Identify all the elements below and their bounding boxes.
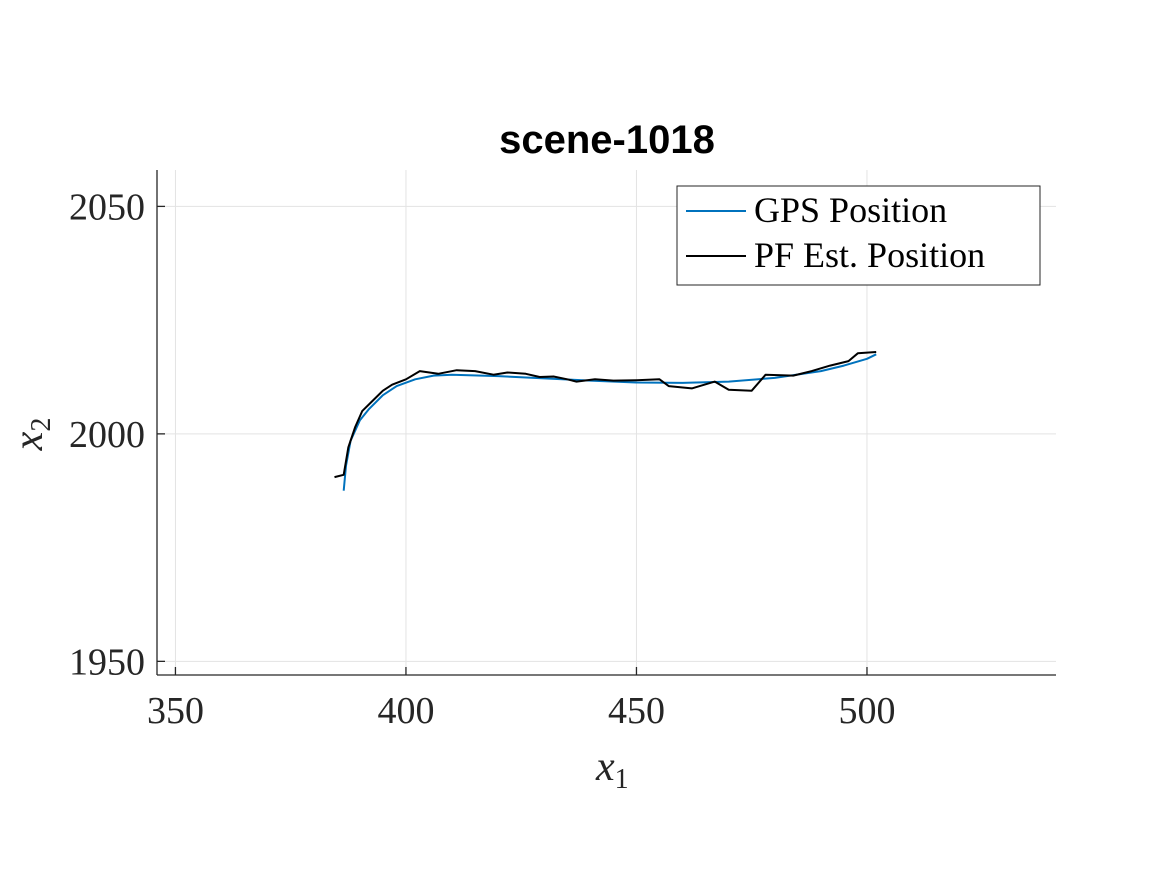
x-tick-label: 500 [838,690,895,732]
legend-box [676,185,1041,286]
legend-label-pf: PF Est. Position [754,235,985,275]
legend-label-gps: GPS Position [754,190,947,230]
x-axis-label: x1 [595,744,629,795]
y-tick-label: 2000 [69,414,145,456]
y-axis-label: x2 [6,418,57,452]
x-axis-label-sub: 1 [615,764,629,795]
y-tick-label: 2050 [69,186,145,228]
plot-lines [334,351,877,491]
chart-title: scene-1018 [499,118,715,162]
y-axis-label-main: x [6,431,52,451]
y-ticks: 1950 2000 2050 [69,186,165,683]
legend: GPS Position PF Est. Position [676,185,1041,286]
x-tick-label: 400 [377,690,434,732]
y-tick-label: 1950 [69,641,145,683]
series-line-pf [334,351,877,479]
x-ticks: 350 400 450 500 [147,667,895,732]
x-tick-label: 350 [147,690,204,732]
x-tick-label: 450 [608,690,665,732]
x-axis-label-main: x [595,744,615,790]
y-axis-label-sub: 2 [26,418,57,432]
